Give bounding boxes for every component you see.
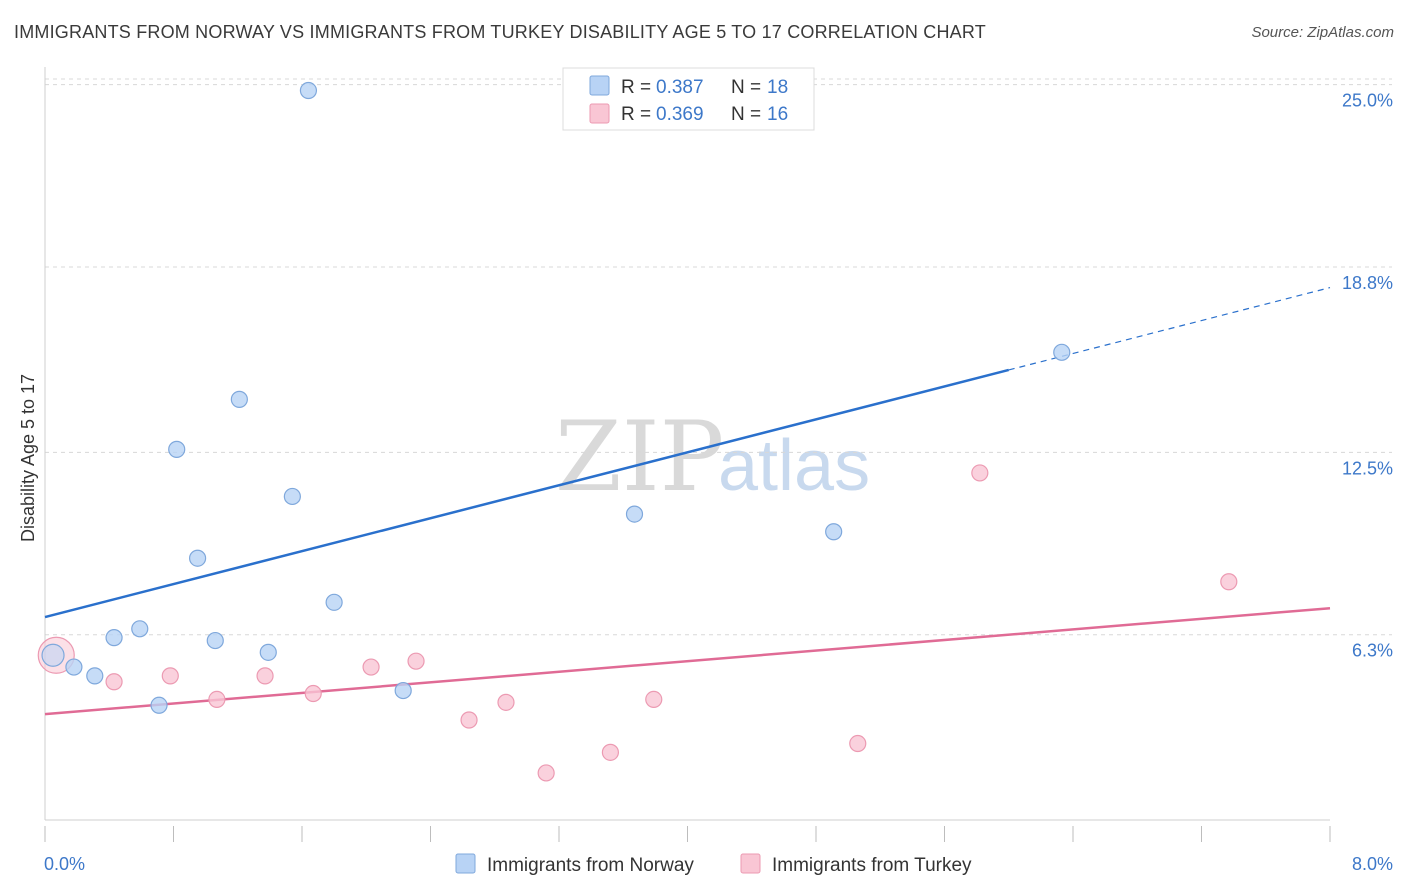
norway-point-14: [394, 681, 412, 700]
norway-point-9: [230, 390, 248, 408]
turkey-point-2: [161, 667, 179, 685]
legend-n-value-turkey: 16: [767, 104, 788, 125]
watermark-zip: ZIP: [555, 401, 724, 513]
watermark: ZIP atlas: [555, 401, 870, 513]
legend-box: R = 0.387 N = 18 R = 0.369 N = 16: [562, 67, 815, 131]
legend-swatch-turkey: [589, 103, 610, 124]
norway-point-6: [168, 440, 186, 458]
x-tick-label-max: 8.0%: [1352, 854, 1393, 874]
norway-point-8: [206, 631, 224, 650]
norway-point-16: [825, 523, 843, 541]
turkey-point-5: [304, 684, 322, 703]
y-tick-labels: 6.3% 12.5% 18.8% 25.0%: [1342, 91, 1393, 661]
legend-n-label-norway: N =: [731, 77, 761, 98]
bottom-legend-swatch-norway: [455, 853, 476, 874]
norway-point-3: [105, 629, 123, 647]
y-axis-label: Disability Age 5 to 17: [18, 374, 38, 542]
turkey-point-10: [537, 764, 555, 782]
x-ticks: [44, 826, 1331, 842]
turkey-point-14: [971, 464, 989, 482]
norway-point-10: [259, 643, 277, 661]
norway-point-0: [41, 643, 65, 667]
turkey-point-9: [497, 693, 515, 711]
series-norway-points: [41, 81, 1071, 714]
legend-r-label-norway: R =: [621, 77, 651, 98]
norway-point-5: [150, 696, 168, 714]
turkey-point-15: [1220, 573, 1238, 591]
y-tick-label-1: 12.5%: [1342, 458, 1393, 478]
legend-r-value-norway: 0.387: [656, 77, 704, 98]
y-tick-label-3: 25.0%: [1342, 91, 1393, 111]
bottom-legend-swatch-turkey: [740, 853, 761, 874]
norway-point-12: [299, 81, 318, 100]
x-tick-label-min: 0.0%: [44, 854, 85, 874]
bottom-legend: Immigrants from Norway Immigrants from T…: [455, 853, 972, 876]
legend-r-label-turkey: R =: [621, 104, 651, 125]
bottom-legend-label-turkey: Immigrants from Turkey: [772, 855, 972, 876]
norway-point-13: [325, 593, 343, 611]
turkey-point-4: [256, 667, 274, 685]
bottom-legend-label-norway: Immigrants from Norway: [487, 855, 694, 876]
source-credit: Source: ZipAtlas.com: [1251, 24, 1394, 41]
chart-title: IMMIGRANTS FROM NORWAY VS IMMIGRANTS FRO…: [14, 22, 986, 42]
turkey-point-3: [208, 690, 226, 709]
norway-point-11: [283, 487, 301, 506]
turkey-point-6: [362, 658, 380, 676]
norway-point-1: [65, 658, 83, 676]
legend-r-value-turkey: 0.369: [656, 104, 704, 125]
trend-line-turkey: [44, 606, 1331, 716]
norway-point-15: [625, 505, 644, 523]
legend-swatch-norway: [589, 75, 610, 96]
norway-point-7: [188, 549, 207, 567]
turkey-point-1: [105, 673, 123, 691]
y-tick-label-2: 18.8%: [1342, 273, 1393, 293]
turkey-point-11: [601, 743, 620, 761]
gridlines: [45, 78, 1392, 636]
legend-n-label-turkey: N =: [731, 104, 761, 125]
turkey-point-13: [849, 734, 867, 753]
turkey-point-7: [407, 652, 425, 670]
watermark-atlas: atlas: [718, 426, 870, 506]
trend-line-norway: [44, 368, 1010, 619]
legend-n-value-norway: 18: [767, 77, 788, 98]
norway-point-2: [86, 667, 104, 685]
turkey-point-8: [460, 711, 478, 729]
norway-point-4: [131, 620, 149, 638]
norway-point-17: [1053, 343, 1071, 361]
y-tick-label-0: 6.3%: [1352, 641, 1393, 661]
turkey-point-12: [645, 690, 663, 709]
